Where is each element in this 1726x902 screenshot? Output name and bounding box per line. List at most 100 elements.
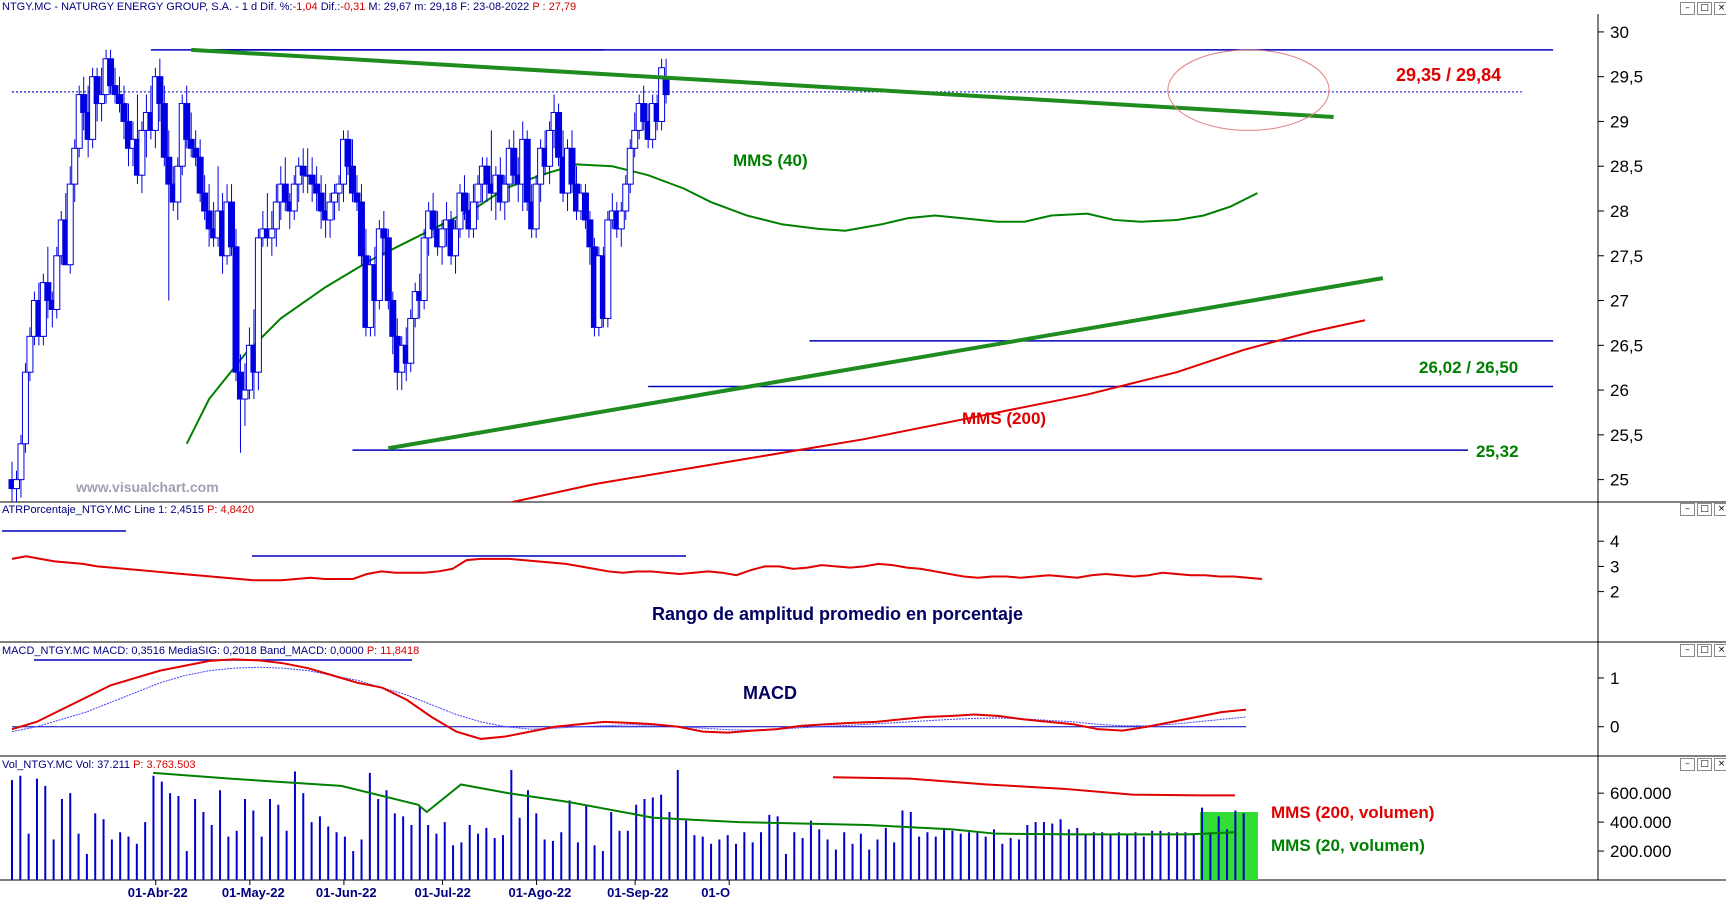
candle-body <box>39 282 47 337</box>
x-tick-label: 01-Jul-22 <box>414 885 470 900</box>
candle-body <box>581 192 589 221</box>
x-tick-label: 01-Jun-22 <box>316 885 377 900</box>
candle-body <box>187 138 195 149</box>
candle-body <box>12 479 20 490</box>
candle-body <box>75 94 83 149</box>
price-plot: www.visualchart.com <box>8 47 1554 502</box>
atr-header: ATRPorcentaje_NTGY.MC Line 1: 2,4515 P: … <box>2 504 254 516</box>
candle-body <box>124 120 132 149</box>
minimize-button[interactable]: – <box>1680 503 1695 516</box>
candle-body <box>236 371 244 400</box>
maximize-button[interactable]: □ <box>1697 758 1712 771</box>
candle-body <box>228 201 236 248</box>
minimize-button[interactable]: – <box>1680 758 1695 771</box>
vol-ma200-line <box>832 776 1235 797</box>
y-tick-label: 400.000 <box>1610 813 1671 832</box>
candle-body <box>420 237 428 302</box>
candle-body <box>71 147 79 185</box>
dif-label: Dif.: <box>320 1 341 13</box>
macd-line <box>11 658 1247 740</box>
close-button[interactable]: × <box>1714 758 1726 771</box>
candle-body <box>308 174 316 185</box>
atr-line: Line 1: 2,4515 <box>134 504 204 516</box>
candle-body <box>469 201 477 230</box>
candle-body <box>21 371 29 445</box>
candle-body <box>111 85 119 96</box>
volume-highlight <box>1200 812 1258 880</box>
vol-value: Vol: 37.211 <box>75 759 131 771</box>
candle-body <box>165 156 173 185</box>
candle-body <box>532 183 540 230</box>
candle-body <box>510 147 518 176</box>
candle-body <box>201 192 209 212</box>
candle-body <box>160 103 168 158</box>
y-tick-label: 26,5 <box>1610 336 1643 355</box>
maximize-button[interactable]: □ <box>1697 2 1712 15</box>
candle-body <box>53 255 61 310</box>
candle-body <box>407 317 415 364</box>
dif-pct-label: Dif. %: <box>260 1 293 13</box>
candle-body <box>348 165 356 194</box>
y-tick-label: 26 <box>1610 381 1629 400</box>
candle-body <box>299 165 307 176</box>
candle-body <box>353 192 361 203</box>
x-tick-label: 01-May-22 <box>222 885 285 900</box>
period-label: 1 d <box>241 1 258 13</box>
close-button[interactable]: × <box>1714 2 1726 15</box>
candle-body <box>174 165 182 203</box>
candle-body <box>389 300 397 337</box>
candle-body <box>241 389 249 400</box>
date-value: F: 23-08-2022 <box>460 1 530 13</box>
candle-body <box>344 138 352 167</box>
vol-name: Vol_NTGY.MC <box>2 759 73 771</box>
candle-body <box>380 228 388 239</box>
maximize-button[interactable]: □ <box>1697 503 1712 516</box>
candle-body <box>98 94 106 105</box>
close-button[interactable]: × <box>1714 644 1726 657</box>
atr-annotation: Rango de amplitud promedio en porcentaje <box>652 604 1023 624</box>
atr-line <box>11 555 1263 582</box>
close-button[interactable]: × <box>1714 503 1726 516</box>
candle-body <box>26 335 34 373</box>
last-value: P : 27,79 <box>532 1 577 13</box>
support1-annotation: 26,02 / 26,50 <box>1419 358 1518 377</box>
candle-body <box>452 228 460 257</box>
candle-body <box>375 228 383 302</box>
y-tick-label: 4 <box>1610 532 1619 551</box>
macd-annotation: MACD <box>743 683 797 703</box>
candle-body <box>586 219 594 248</box>
x-tick-label: 01-O <box>701 885 730 900</box>
x-tick-label: 01-Ago-22 <box>509 885 572 900</box>
breakout-ellipse <box>1167 49 1330 131</box>
candle-body <box>192 147 200 158</box>
candle-body <box>272 201 280 230</box>
candle-body <box>80 94 88 113</box>
candle-body <box>474 183 482 203</box>
candle-body <box>196 156 204 194</box>
candle-body <box>429 210 437 230</box>
candle-body <box>138 129 146 176</box>
minimize-button[interactable]: – <box>1680 2 1695 15</box>
watermark: www.visualchart.com <box>75 479 219 495</box>
minimize-button[interactable]: – <box>1680 644 1695 657</box>
y-tick-label: 600.000 <box>1610 784 1671 803</box>
vol-ma200-annotation: MMS (200, volumen) <box>1271 803 1434 822</box>
macd-value: MACD: 0,3516 <box>92 645 166 657</box>
dif-value: -0,31 <box>340 1 366 13</box>
volume-plot <box>11 770 1258 880</box>
candle-body <box>501 183 509 203</box>
max-value: M: 29,67 <box>368 1 412 13</box>
x-tick-label: 01-Sep-22 <box>607 885 668 900</box>
vol-header: Vol_NTGY.MC Vol: 37.211 P: 3.763.503 <box>2 759 195 771</box>
candle-body <box>116 94 124 105</box>
atr-name: ATRPorcentaje_NTGY.MC <box>2 504 132 516</box>
support2-annotation: 25,32 <box>1476 442 1519 461</box>
maximize-button[interactable]: □ <box>1697 644 1712 657</box>
candle-body <box>568 147 576 185</box>
y-tick-label: 28 <box>1610 202 1629 221</box>
candle-body <box>317 192 325 212</box>
candle-body <box>183 103 191 140</box>
y-tick-label: 25,5 <box>1610 426 1643 445</box>
